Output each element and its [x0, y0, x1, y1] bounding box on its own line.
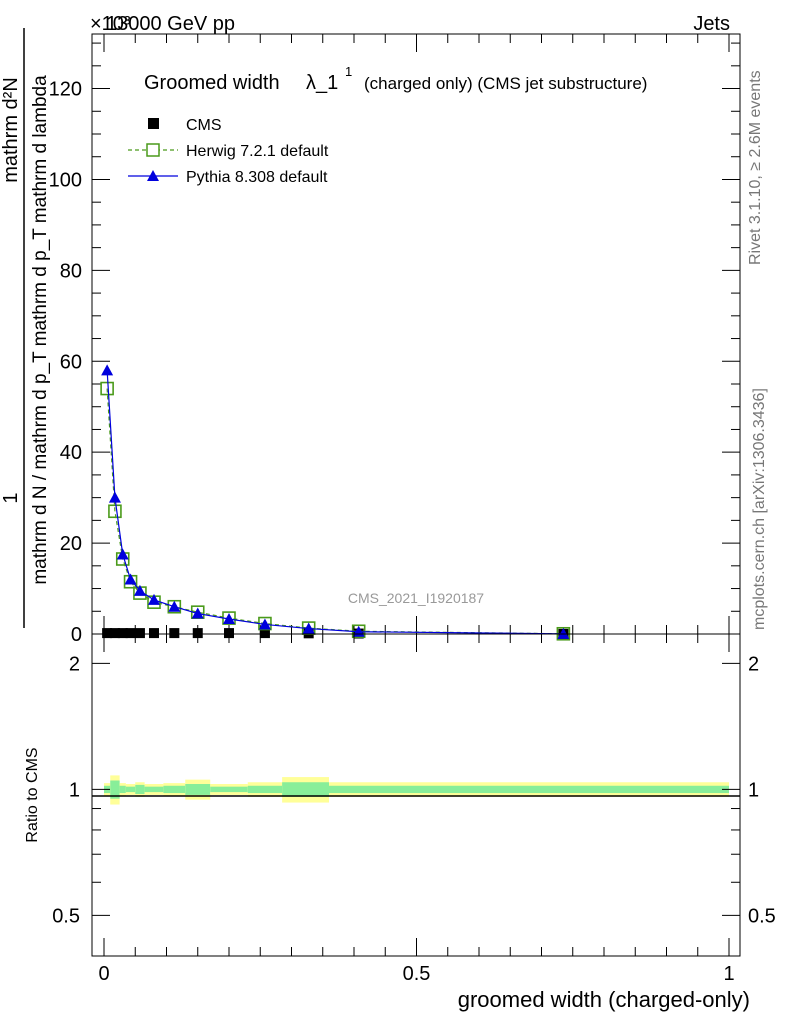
ratio-band-stat — [282, 782, 329, 797]
cms-point — [102, 628, 113, 639]
pythia-point — [557, 627, 570, 639]
ytick-label: 100 — [49, 169, 82, 191]
scale-marker: ×10³ — [90, 13, 131, 35]
ratio-ytick-label-right: 0.5 — [748, 905, 776, 927]
ratio-ytick-label-left: 1 — [69, 779, 80, 801]
ratio-ytick-label-right: 2 — [748, 653, 759, 675]
cms-point — [192, 628, 203, 639]
cms-point — [125, 628, 136, 639]
title-main: Groomed width — [144, 72, 280, 94]
xtick-label: 0 — [98, 963, 109, 985]
ratio-ytick-label-left: 0.5 — [52, 905, 80, 927]
ylabel-bottom: mathrm d N / mathrm d p_T mathrm d p_T m… — [30, 75, 51, 585]
pythia-point — [168, 600, 181, 612]
ytick-label: 20 — [60, 533, 82, 555]
herwig-point — [100, 381, 114, 396]
pythia-point — [223, 613, 235, 624]
ratio-band-stat — [110, 780, 120, 799]
main-y-axis-label: 1 mathrm d²N mathrm d N / mathrm d p_T m… — [0, 28, 51, 628]
series-line-1 — [106, 388, 564, 635]
cms-point — [169, 628, 180, 639]
ratio-band-stat — [210, 786, 248, 793]
process-label: Jets — [693, 13, 730, 35]
ratio-ytick-label-left: 2 — [69, 653, 80, 675]
ylabel-numerator: mathrm d²N — [0, 77, 22, 183]
pythia-point — [148, 593, 160, 605]
ratio-tick-labels: 0.5 0.5 1 1 2 2 0 0.5 1 — [52, 653, 776, 985]
main-data — [100, 364, 571, 641]
ratio-band-stat — [144, 786, 164, 793]
legend-marker-pythia — [147, 170, 159, 181]
cms-point — [109, 628, 120, 639]
ratio-band-stat — [329, 785, 379, 794]
ylabel-top: 1 — [0, 492, 22, 503]
legend: CMS Herwig 7.2.1 default Pythia 8.308 de… — [128, 117, 329, 186]
ratio-band-stat — [119, 785, 126, 794]
legend-marker-herwig — [146, 143, 160, 157]
ytick-label: 60 — [60, 351, 82, 373]
pythia-point — [133, 584, 146, 596]
ratio-band-stat — [135, 784, 145, 794]
ratio-bands — [104, 775, 729, 805]
ratio-y-label: Ratio to CMS — [24, 747, 41, 842]
ytick-label: 0 — [71, 624, 82, 646]
title-sub: (charged only) (CMS jet substructure) — [364, 74, 647, 93]
pythia-point — [101, 364, 114, 376]
cms-point — [224, 628, 234, 639]
pythia-point — [108, 491, 121, 503]
series-line-2 — [106, 370, 564, 635]
cms-point — [117, 628, 128, 639]
pythia-point — [191, 607, 204, 619]
legend-marker-cms — [148, 118, 159, 129]
ytick-label: 40 — [60, 442, 82, 464]
ratio-axis-ticks — [92, 634, 740, 957]
ratio-band-stat — [185, 783, 211, 795]
main-ytick-labels: 0 20 40 60 80 100 120 — [49, 79, 82, 646]
pythia-point — [302, 622, 315, 634]
herwig-point — [108, 504, 122, 519]
pythia-point — [124, 573, 137, 585]
watermark: CMS_2021_I1920187 — [348, 590, 484, 606]
rivet-label: Rivet 3.1.10, ≥ 2.6M events — [747, 70, 764, 265]
energy-label: 13000 GeV pp — [106, 13, 235, 35]
ytick-label: 120 — [49, 79, 82, 101]
ratio-band-stat — [379, 785, 729, 794]
xtick-label: 1 — [723, 963, 734, 985]
title-lambda: λ_1 — [306, 72, 338, 94]
ratio-ytick-label-right: 1 — [748, 779, 759, 801]
plot-title: Groomed width λ_1 1 (charged only) (CMS … — [144, 64, 647, 94]
legend-label-herwig: Herwig 7.2.1 default — [186, 143, 329, 160]
xtick-label: 0.5 — [403, 963, 431, 985]
mcplots-label: mcplots.cern.ch [arXiv:1306.3436] — [751, 388, 768, 630]
cms-point — [149, 628, 159, 639]
ratio-band-stat — [247, 785, 283, 794]
cms-point — [134, 628, 145, 639]
legend-label-cms: CMS — [186, 117, 222, 134]
cms-point — [259, 628, 270, 639]
pythia-point — [258, 618, 271, 630]
pythia-point — [116, 548, 129, 560]
ratio-band-stat — [125, 786, 136, 793]
ytick-label: 80 — [60, 260, 82, 282]
x-axis-label: groomed width (charged-only) — [458, 987, 750, 1012]
title-sup: 1 — [345, 64, 352, 79]
legend-label-pythia: Pythia 8.308 default — [186, 169, 328, 186]
ratio-band-stat — [163, 785, 186, 794]
